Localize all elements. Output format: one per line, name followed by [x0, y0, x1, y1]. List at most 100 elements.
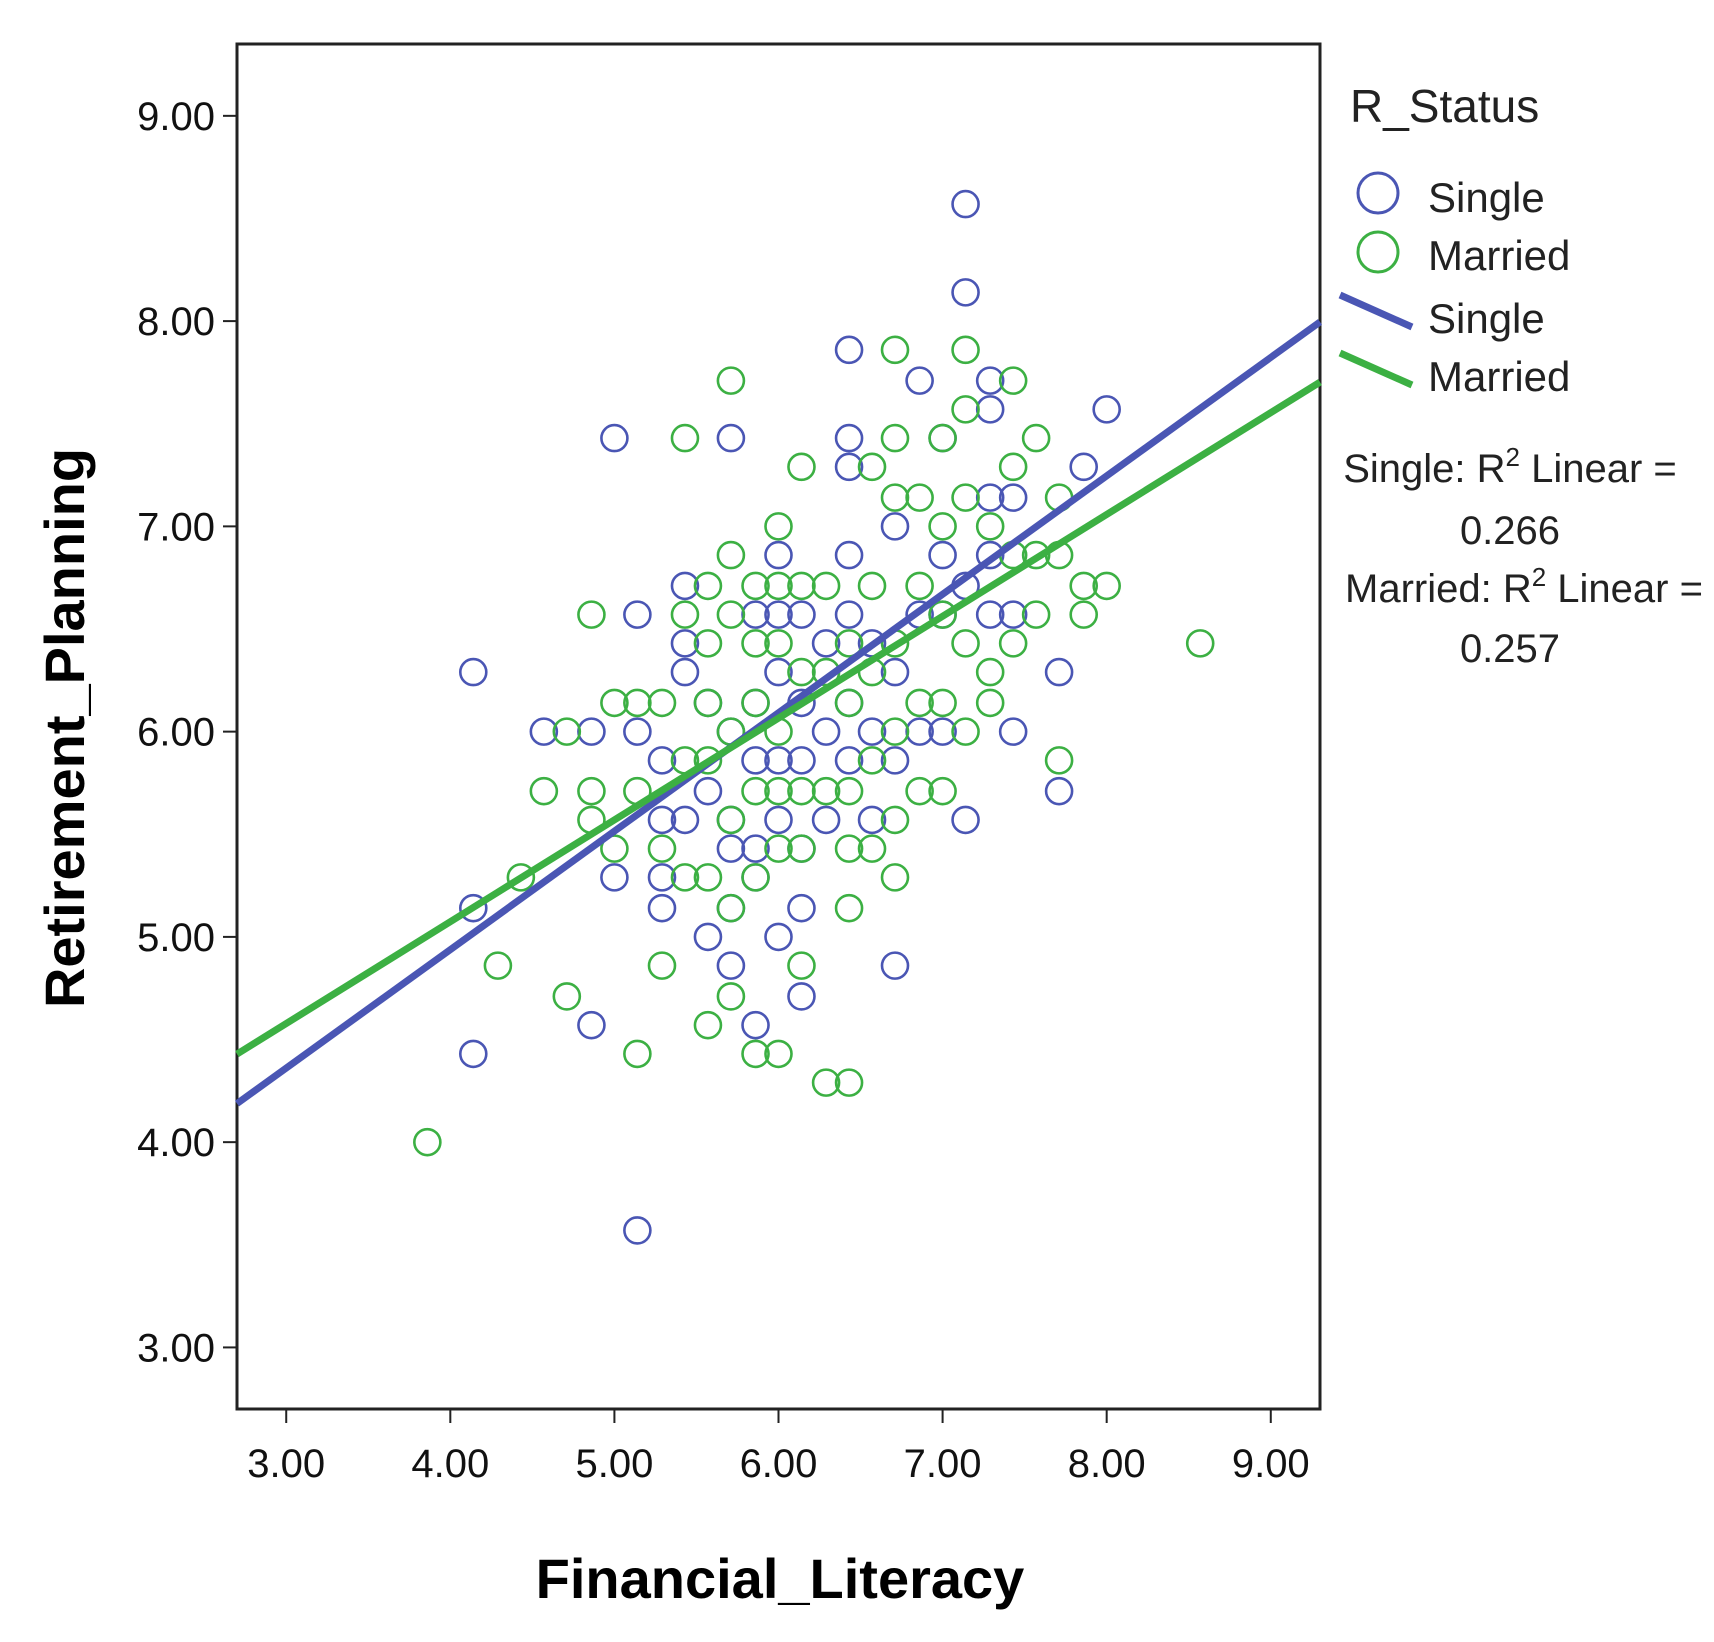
- point-married: [741, 776, 770, 806]
- legend-marker-married-icon: [1356, 230, 1400, 274]
- point-single: [458, 1039, 488, 1069]
- point-single: [880, 951, 910, 980]
- point-single: [623, 717, 652, 746]
- point-married: [880, 805, 910, 835]
- point-single: [834, 423, 864, 453]
- legend-title: R_Status: [1350, 80, 1539, 132]
- point-single: [951, 805, 980, 835]
- point-married: [928, 600, 957, 629]
- point-married: [1069, 571, 1099, 601]
- point-single: [764, 746, 793, 775]
- point-single: [764, 922, 793, 952]
- point-married: [764, 776, 793, 806]
- point-single: [764, 805, 793, 835]
- point-married: [1092, 571, 1121, 601]
- plot-frame: [235, 42, 1322, 1411]
- point-single: [880, 512, 910, 541]
- y-tick-label: 3.00: [137, 1326, 215, 1370]
- point-married: [693, 863, 723, 892]
- point-married: [998, 629, 1028, 658]
- point-married: [834, 834, 864, 863]
- point-married: [693, 1010, 723, 1040]
- point-married: [741, 571, 770, 601]
- point-single: [811, 805, 841, 835]
- point-married: [811, 776, 841, 806]
- point-single: [693, 922, 723, 952]
- point-single: [764, 657, 793, 687]
- point-married: [716, 982, 746, 1011]
- point-married: [670, 423, 700, 453]
- point-married: [857, 746, 887, 775]
- point-single: [458, 657, 488, 687]
- point-single: [458, 893, 488, 923]
- point-married: [787, 834, 816, 863]
- point-married: [1021, 600, 1051, 629]
- point-married: [834, 688, 864, 718]
- point-married: [1044, 746, 1074, 775]
- r2-single-line1: Single: R2 Linear =: [1343, 442, 1677, 491]
- point-single: [716, 951, 746, 980]
- point-single: [693, 776, 723, 806]
- y-tick-label: 7.00: [137, 505, 215, 549]
- legend-marker-single-label: Single: [1428, 174, 1545, 221]
- point-married: [811, 1068, 841, 1097]
- point-single: [1044, 776, 1074, 806]
- point-married: [577, 776, 606, 806]
- point-married: [716, 893, 746, 923]
- point-single: [1092, 395, 1121, 424]
- point-single: [741, 600, 770, 629]
- point-married: [693, 746, 723, 775]
- point-single: [741, 1010, 770, 1040]
- point-single: [764, 540, 793, 570]
- point-single: [951, 278, 980, 307]
- r2-annotations: Single: R2 Linear = 0.266 Married: R2 Li…: [1343, 442, 1703, 671]
- point-married: [764, 1039, 793, 1069]
- points-layer: [413, 189, 1215, 1245]
- point-married: [552, 717, 582, 746]
- point-single: [951, 189, 980, 219]
- point-single: [834, 540, 864, 570]
- point-married: [834, 1068, 864, 1097]
- legend-line-single-label: Single: [1428, 295, 1545, 342]
- point-married: [928, 776, 957, 806]
- point-single: [670, 571, 700, 601]
- y-axis: 3.00 4.00 5.00 6.00 7.00 8.00 9.00: [137, 95, 237, 1370]
- point-married: [928, 423, 957, 453]
- y-tick-label: 4.00: [137, 1121, 215, 1165]
- point-married: [741, 688, 770, 718]
- y-tick-label: 6.00: [137, 711, 215, 755]
- point-married: [880, 863, 910, 892]
- point-married: [905, 776, 934, 806]
- point-married: [764, 834, 793, 863]
- point-single: [623, 1216, 652, 1245]
- point-married: [975, 657, 1005, 687]
- point-single: [787, 600, 816, 629]
- legend-line-married-icon: [1338, 349, 1414, 389]
- point-single: [647, 863, 677, 892]
- fit-lines-layer: [234, 319, 1323, 1107]
- point-married: [951, 483, 980, 512]
- point-married: [647, 834, 677, 863]
- point-married: [529, 776, 559, 806]
- point-married: [716, 600, 746, 629]
- point-single: [670, 629, 700, 658]
- point-single: [787, 893, 816, 923]
- point-single: [716, 834, 746, 863]
- point-single: [623, 600, 652, 629]
- point-married: [647, 951, 677, 980]
- point-married: [811, 571, 841, 601]
- point-married: [787, 571, 816, 601]
- point-married: [975, 688, 1005, 718]
- point-married: [413, 1127, 442, 1157]
- point-single: [905, 717, 934, 746]
- fit-line-single: [234, 319, 1323, 1107]
- point-single: [647, 893, 677, 923]
- point-married: [905, 688, 934, 718]
- point-single: [975, 366, 1005, 395]
- point-married: [716, 805, 746, 835]
- point-single: [880, 746, 910, 775]
- point-married: [951, 629, 980, 658]
- point-married: [1069, 600, 1099, 629]
- x-axis-title: Financial_Literacy: [536, 1547, 1025, 1610]
- x-tick-label: 6.00: [740, 1442, 818, 1486]
